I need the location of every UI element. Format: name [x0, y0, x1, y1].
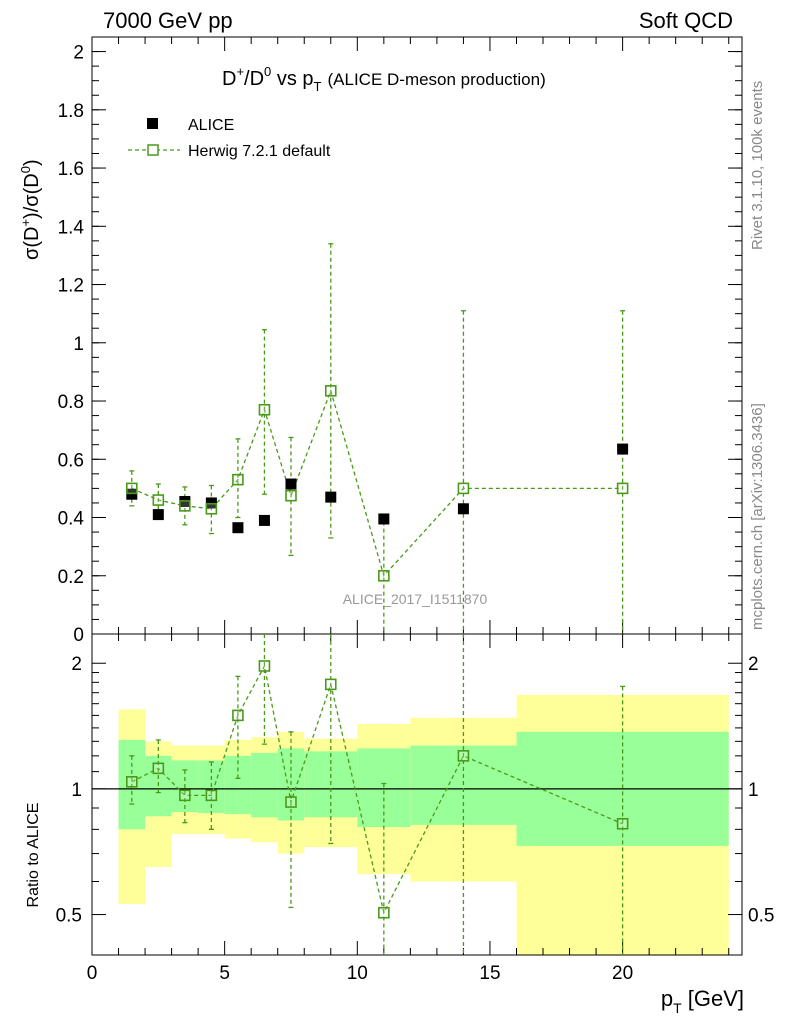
alice-point [126, 488, 138, 500]
ratio-mc-point [378, 906, 390, 919]
main-ytick-label: 0.4 [58, 509, 85, 530]
main-ytick-label: 0.6 [58, 450, 84, 471]
ratio-mc-point [616, 817, 629, 830]
ratio-ytick-label-right: 0.5 [748, 906, 774, 927]
ratio-panel: 0 5 10 15 20 0.5 0.5 1 1 2 2 [56, 633, 774, 984]
ratio-band-inner [145, 755, 172, 817]
ratio-mc-point [457, 750, 470, 762]
mc-point [205, 502, 218, 515]
ratio-band-inner [224, 755, 252, 815]
main-ytick-label: 1 [73, 334, 84, 355]
main-ytick-label: 1.2 [58, 276, 84, 297]
mc-point [179, 500, 191, 512]
main-ytick-label: 0.2 [58, 567, 84, 588]
mc-point [457, 482, 470, 495]
header-left: 7000 GeV pp [103, 8, 233, 33]
legend-mc-label: Herwig 7.2.1 default [188, 143, 331, 160]
mc-point [324, 385, 337, 397]
alice-point [205, 497, 217, 509]
alice-point [617, 443, 629, 455]
main-ytick-label: 1.8 [58, 101, 84, 122]
ratio-mc-point [258, 660, 271, 672]
ratio-mc-point [179, 789, 191, 802]
title-sup-zero: 0 [264, 64, 271, 79]
x-tick-label: 20 [612, 963, 633, 984]
alice-point [457, 503, 469, 515]
mc-point [152, 494, 165, 506]
alice-point [378, 513, 390, 525]
ratio-ylabel: Ratio to ALICE [25, 803, 42, 908]
x-axis-label: pT [GeV] [661, 986, 744, 1016]
plot-title: D+/D0 vs pT (ALICE D-meson production) [222, 64, 546, 94]
title-part-d: D [222, 68, 236, 90]
x-tick-label: 0 [87, 963, 98, 984]
analysis-watermark: ALICE_2017_I1511870 [343, 591, 488, 607]
ratio-mc-point [324, 678, 337, 691]
mc-point [378, 569, 390, 582]
ratio-ytick-label: 0.5 [56, 906, 82, 927]
mc-point [232, 473, 244, 486]
header-right: Soft QCD [639, 8, 733, 33]
main-ylabel: σ(D+)/σ(D0) [18, 159, 43, 260]
legend: ALICE Herwig 7.2.1 default [128, 117, 331, 160]
legend-data-label: ALICE [188, 117, 234, 134]
title-part-vs: vs p [271, 68, 313, 90]
ratio-mc-point [152, 762, 165, 775]
ratio-ytick-label: 2 [71, 654, 82, 675]
title-sup-plus: + [236, 64, 244, 79]
alice-point [152, 509, 164, 521]
x-tick-label: 15 [479, 963, 500, 984]
mc-point [616, 482, 629, 495]
legend-mc-marker [147, 144, 159, 156]
title-subtitle: (ALICE D-meson production) [327, 70, 545, 89]
ratio-ytick-label-right: 1 [748, 780, 759, 801]
main-ytick-label: 0 [73, 625, 84, 646]
x-tick-label: 5 [219, 963, 230, 984]
mc-point [258, 403, 271, 416]
legend-data-marker [147, 118, 158, 129]
ratio-bands [118, 694, 729, 955]
title-part-d0: /D [244, 68, 264, 90]
ratio-ytick-label: 1 [71, 780, 82, 801]
ratio-ytick-label-right: 2 [748, 654, 759, 675]
mc-line [131, 388, 623, 578]
ratio-mc-point [232, 709, 244, 722]
ratio-mc-point [125, 775, 138, 788]
rivet-label: Rivet 3.1.10, 100k events [749, 81, 766, 250]
alice-point [258, 514, 270, 526]
title-sub-t: T [314, 79, 322, 94]
main-panel: 0 0.2 0.4 0.6 0.8 1 1.2 1.4 1.6 1.8 2 [58, 36, 743, 646]
main-ytick-label: 1.6 [58, 159, 84, 180]
main-ytick-label: 2 [73, 43, 84, 64]
mcplots-label: mcplots.cern.ch [arXiv:1306.3436] [749, 403, 766, 630]
alice-point [285, 478, 297, 490]
x-tick-label: 10 [347, 963, 368, 984]
mc-point [125, 482, 138, 495]
ratio-mc-point [285, 796, 297, 808]
alice-point [232, 522, 244, 534]
ratio-frame [91, 633, 743, 956]
ratio-mc-point [205, 789, 218, 802]
ratio-band-inner [251, 752, 278, 818]
mc-point [285, 489, 297, 502]
alice-point [325, 491, 337, 503]
main-ytick-label: 1.4 [58, 217, 85, 238]
main-ytick-label: 0.8 [58, 392, 84, 413]
